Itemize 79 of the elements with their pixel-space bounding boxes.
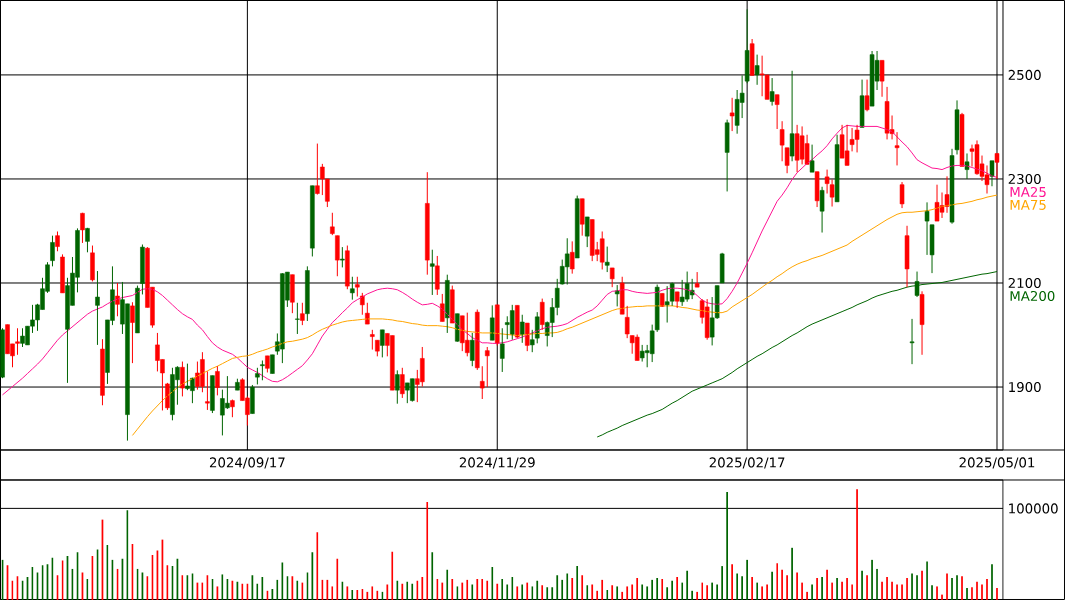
- candlestick: [499, 327, 505, 373]
- candlestick: [205, 370, 210, 411]
- candlestick: [480, 365, 485, 400]
- candlestick: [140, 244, 145, 295]
- candlestick: [649, 324, 655, 363]
- candlestick: [270, 354, 275, 375]
- candlestick: [310, 185, 315, 257]
- candlestick: [330, 212, 335, 236]
- candlestick: [345, 245, 350, 290]
- candlestick: [724, 119, 730, 192]
- candlestick: [370, 329, 375, 351]
- candlestick: [584, 216, 590, 248]
- candlestick: [624, 305, 630, 339]
- candlestick: [809, 144, 815, 173]
- candlestick: [899, 181, 905, 209]
- candlestick: [80, 212, 85, 244]
- candlestick: [315, 143, 320, 196]
- candlestick: [85, 227, 90, 253]
- series-label: MA25: [1010, 186, 1046, 197]
- candlestick: [235, 378, 240, 391]
- candlestick: [60, 253, 65, 294]
- x-tick-label: 2024/09/17: [209, 457, 285, 469]
- candlestick: [604, 246, 610, 273]
- candlestick: [819, 186, 825, 234]
- candlestick: [579, 198, 585, 237]
- candlestick: [609, 267, 615, 288]
- candlestick: [350, 276, 355, 301]
- candlestick: [909, 318, 915, 365]
- candlestick: [599, 231, 605, 270]
- x-tick-label: 2025/02/17: [709, 457, 785, 469]
- candlestick: [879, 59, 885, 98]
- candlestick: [430, 249, 435, 296]
- candlestick: [529, 329, 535, 353]
- candlestick: [425, 171, 430, 276]
- candlestick: [130, 301, 135, 364]
- series-label: MA75: [1010, 200, 1046, 210]
- series-label: MA200: [1010, 290, 1055, 302]
- candlestick: [95, 270, 100, 346]
- candlestick: [674, 291, 680, 309]
- candlestick: [395, 369, 400, 405]
- candlestick: [774, 94, 780, 130]
- candlestick: [290, 274, 295, 314]
- candlestick: [904, 225, 910, 288]
- candlestick: [0, 327, 5, 379]
- candlestick: [729, 97, 735, 132]
- y-tick-label: 1900: [1009, 381, 1041, 393]
- x-tick-label: 2025/05/01: [959, 457, 1035, 469]
- candlestick: [355, 276, 360, 298]
- candlestick: [435, 255, 440, 296]
- y-tick-label: 2500: [1008, 69, 1041, 80]
- x-tick-label: 2024/11/29: [459, 457, 535, 469]
- candlestick: [484, 346, 490, 388]
- candlestick: [210, 375, 215, 414]
- candlestick: [569, 240, 575, 275]
- candlestick: [694, 271, 700, 288]
- candlestick: [994, 152, 1000, 180]
- candlestick: [250, 384, 255, 415]
- candlestick: [230, 399, 235, 418]
- candlestick: [295, 302, 300, 335]
- candlestick: [574, 195, 580, 259]
- candlestick: [564, 237, 570, 286]
- candlestick: [340, 246, 345, 268]
- candlestick: [375, 339, 380, 357]
- y-tick-label: 2300: [1008, 173, 1041, 184]
- y-tick-label: 2100: [1008, 277, 1041, 289]
- candlestick: [260, 360, 265, 381]
- candlestick: [400, 367, 405, 399]
- candlestick: [335, 235, 340, 277]
- candlestick: [380, 329, 385, 358]
- candlestick: [100, 338, 105, 406]
- candlestick: [754, 54, 760, 86]
- y-tick-label: 100000: [1009, 503, 1058, 514]
- candlestick: [265, 355, 270, 373]
- candlestick: [300, 302, 305, 326]
- candlestick: [634, 334, 640, 362]
- candlestick: [215, 365, 220, 396]
- candlestick: [519, 314, 525, 344]
- candlestick: [90, 245, 95, 282]
- candlestick: [55, 231, 60, 252]
